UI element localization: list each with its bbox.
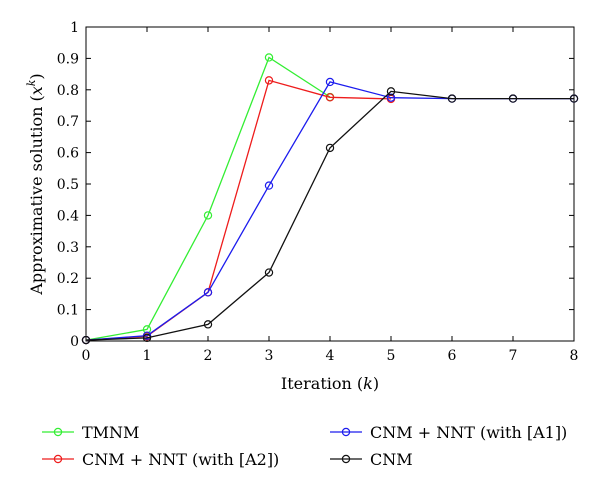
x-axis-title-var: k	[363, 374, 373, 393]
legend-label: CNM	[370, 450, 413, 469]
data-point-cnm	[508, 94, 518, 103]
data-point-cnm-nnt-with-a1	[203, 288, 213, 297]
y-tick-label: 0.4	[57, 208, 79, 224]
legend-swatch-marker	[341, 427, 351, 437]
legend-swatch-marker	[53, 454, 63, 464]
legend-item-cnm-nnt-with-a1: CNM + NNT (with [A1])	[330, 423, 567, 442]
data-point-cnm	[569, 94, 579, 103]
x-tick-label: 8	[570, 348, 579, 364]
data-point-cnm	[386, 87, 396, 96]
legend-swatch-marker	[341, 454, 351, 464]
y-tick-label: 0.2	[57, 271, 79, 287]
legend: TMNM CNM + NNT (with [A2]) CNM + NNT (with…	[42, 423, 567, 469]
x-tick-label: 6	[448, 348, 457, 364]
x-axis-title: Iteration (k)	[281, 374, 379, 393]
y-axis-title-text: Approximative solution (	[27, 95, 46, 295]
x-axis-title-text: Iteration (	[281, 374, 363, 393]
axis-ticks: 0 1 2 3 4 5 6 7 8 0 0.1 0.2 0.3 0.4 0.5 0.6 0.7 0.8 0.9 1	[57, 20, 579, 364]
y-tick-label: 0.6	[57, 146, 79, 162]
legend-label: TMNM	[82, 423, 139, 442]
y-tick-label: 0.8	[57, 83, 79, 99]
series-line-tmnm	[85, 56, 331, 341]
data-point-cnm	[325, 143, 335, 153]
data-point-tmnm	[264, 53, 274, 62]
x-tick-label: 3	[265, 348, 274, 364]
legend-item-cnm-nnt-with-a2: CNM + NNT (with [A2])	[42, 450, 279, 469]
x-tick-label: 7	[509, 348, 518, 364]
series-layer	[81, 53, 579, 345]
legend-swatch-marker	[53, 427, 63, 437]
y-tick-label: 1	[70, 20, 79, 36]
x-axis-title-close: )	[373, 374, 379, 393]
legend-item-tmnm: TMNM	[42, 423, 139, 442]
y-tick-label: 0.5	[57, 177, 79, 193]
plot-area	[85, 26, 575, 342]
data-point-cnm	[264, 268, 274, 277]
data-point-cnm-nnt-with-a1	[264, 181, 274, 190]
y-axis-title: Approximative solution (xk)	[25, 73, 46, 295]
data-point-cnm-nnt-with-a2	[325, 93, 335, 102]
x-tick-label: 5	[387, 348, 396, 364]
x-tick-label: 4	[326, 348, 335, 364]
data-point-cnm	[203, 320, 213, 329]
data-point-cnm	[447, 94, 457, 103]
data-point-cnm-nnt-with-a1	[142, 331, 152, 340]
x-tick-label: 1	[143, 348, 152, 364]
y-tick-label: 0.9	[57, 51, 79, 67]
series-line-cnm	[85, 90, 574, 341]
y-axis-title-var: x	[27, 86, 46, 95]
y-axis-title-close: )	[27, 73, 46, 79]
y-tick-label: 0.7	[57, 114, 79, 130]
data-point-cnm-nnt-with-a1	[325, 77, 335, 87]
y-tick-label: 0.1	[57, 303, 79, 319]
y-tick-label: 0	[70, 334, 79, 350]
legend-item-cnm: CNM	[330, 450, 413, 469]
data-point-cnm-nnt-with-a2	[264, 76, 274, 85]
data-point-cnm-nnt-with-a1	[386, 93, 396, 102]
data-point-tmnm	[203, 211, 213, 220]
data-point-cnm	[142, 333, 152, 343]
data-point-cnm	[81, 335, 91, 345]
y-tick-label: 0.3	[57, 240, 79, 256]
legend-label: CNM + NNT (with [A1])	[370, 423, 567, 442]
x-tick-label: 0	[82, 348, 91, 364]
x-tick-label: 2	[204, 348, 213, 364]
legend-label: CNM + NNT (with [A2])	[82, 450, 279, 469]
y-axis-title-sup: k	[25, 79, 38, 86]
